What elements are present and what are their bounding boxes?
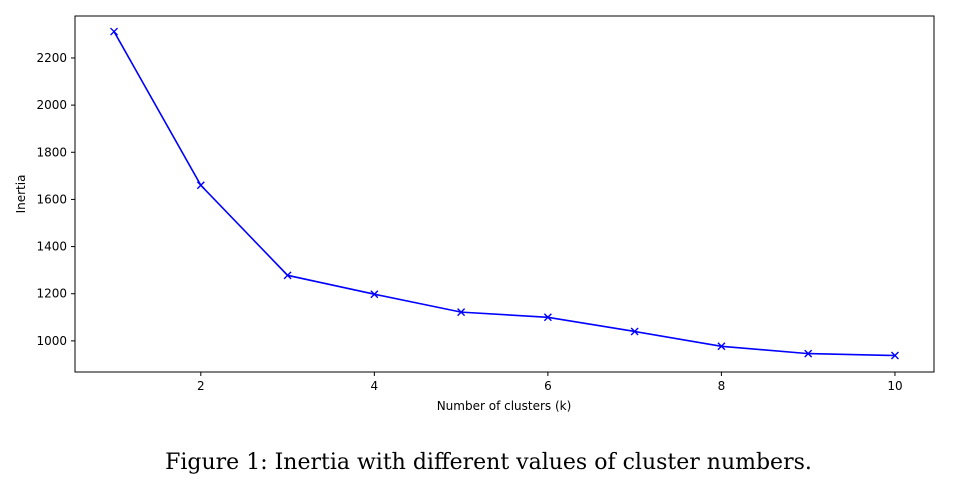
chart-marks <box>110 27 899 360</box>
y-tick-label: 1200 <box>36 287 67 301</box>
data-point-marker <box>630 327 639 336</box>
x-axis: 2 4 6 8 10 <box>197 372 903 393</box>
y-tick-label: 1000 <box>36 334 67 348</box>
data-point-marker <box>110 27 119 36</box>
y-tick-label: 2000 <box>36 98 67 112</box>
data-point-marker <box>804 349 813 358</box>
data-point-marker <box>370 290 379 299</box>
figure-caption: Figure 1: Inertia with different values … <box>165 450 812 475</box>
data-point-marker <box>543 313 552 322</box>
data-point-marker <box>457 308 466 317</box>
y-axis: 1000 1200 1400 1600 1800 2000 2200 <box>36 51 75 348</box>
x-tick-label: 10 <box>887 379 902 393</box>
x-tick-label: 2 <box>197 379 205 393</box>
x-tick-label: 6 <box>544 379 552 393</box>
x-tick-label: 4 <box>371 379 379 393</box>
y-tick-label: 1800 <box>36 145 67 159</box>
y-tick-label: 1600 <box>36 192 67 206</box>
data-point-marker <box>890 351 899 360</box>
x-tick-label: 8 <box>718 379 726 393</box>
data-point-marker <box>196 181 205 190</box>
x-axis-title: Number of clusters (k) <box>437 399 572 413</box>
y-axis-title: Inertia <box>14 175 28 214</box>
y-tick-label: 1400 <box>36 240 67 254</box>
data-point-marker <box>283 271 292 280</box>
series-line <box>113 31 895 357</box>
data-point-marker <box>717 342 726 351</box>
y-tick-label: 2200 <box>36 51 67 65</box>
elbow-chart: 2 4 6 8 10 1000 1200 1400 1600 1800 2000 2200 Numb… <box>14 15 935 413</box>
plot-area-frame <box>74 15 935 373</box>
